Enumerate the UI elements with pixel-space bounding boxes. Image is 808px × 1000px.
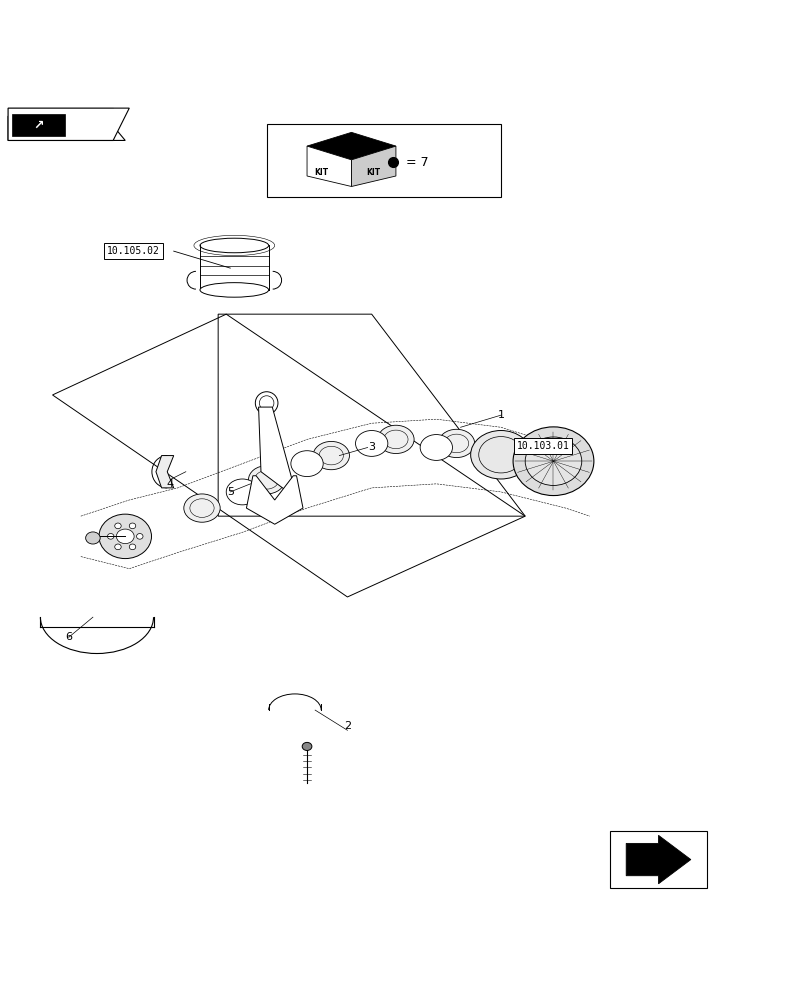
Ellipse shape [378,425,415,454]
Polygon shape [259,407,297,496]
Polygon shape [8,108,129,140]
Text: 5: 5 [227,487,234,497]
Text: 3: 3 [368,442,375,452]
Ellipse shape [137,534,143,539]
Bar [610,831,707,888]
Ellipse shape [515,439,567,481]
Text: ↗: ↗ [34,119,44,132]
Ellipse shape [200,283,268,297]
Ellipse shape [86,532,100,544]
Ellipse shape [183,494,220,522]
Ellipse shape [115,523,121,529]
Ellipse shape [302,742,312,750]
Ellipse shape [107,534,114,539]
Ellipse shape [249,466,284,494]
Ellipse shape [513,427,594,496]
Text: 10.105.02: 10.105.02 [107,246,160,256]
Polygon shape [8,116,125,140]
Ellipse shape [200,238,268,253]
Text: = 7: = 7 [406,156,429,169]
Ellipse shape [99,514,152,559]
Ellipse shape [115,544,121,550]
Ellipse shape [420,435,452,460]
Polygon shape [307,132,396,160]
Ellipse shape [226,479,259,505]
Text: 4: 4 [166,479,173,489]
Polygon shape [246,476,303,524]
Bar [267,124,501,197]
Bar [15,119,71,138]
Polygon shape [351,146,396,186]
Ellipse shape [116,529,134,544]
Polygon shape [156,456,174,488]
Ellipse shape [313,441,349,470]
Ellipse shape [525,437,582,485]
Text: KIT: KIT [366,168,381,177]
Ellipse shape [470,431,532,479]
Ellipse shape [255,392,278,414]
Text: 2: 2 [344,721,351,731]
Ellipse shape [438,429,475,458]
Ellipse shape [129,523,136,529]
Ellipse shape [129,544,136,550]
FancyBboxPatch shape [8,108,113,140]
Text: 6: 6 [65,632,72,642]
Ellipse shape [291,451,323,477]
Ellipse shape [356,431,388,456]
Text: KIT: KIT [314,168,329,177]
Text: 10.103.01: 10.103.01 [516,441,570,451]
Text: ➤: ➤ [39,121,50,135]
Polygon shape [307,146,351,186]
Polygon shape [626,835,691,884]
Text: 1: 1 [498,410,504,420]
Bar [12,114,65,136]
